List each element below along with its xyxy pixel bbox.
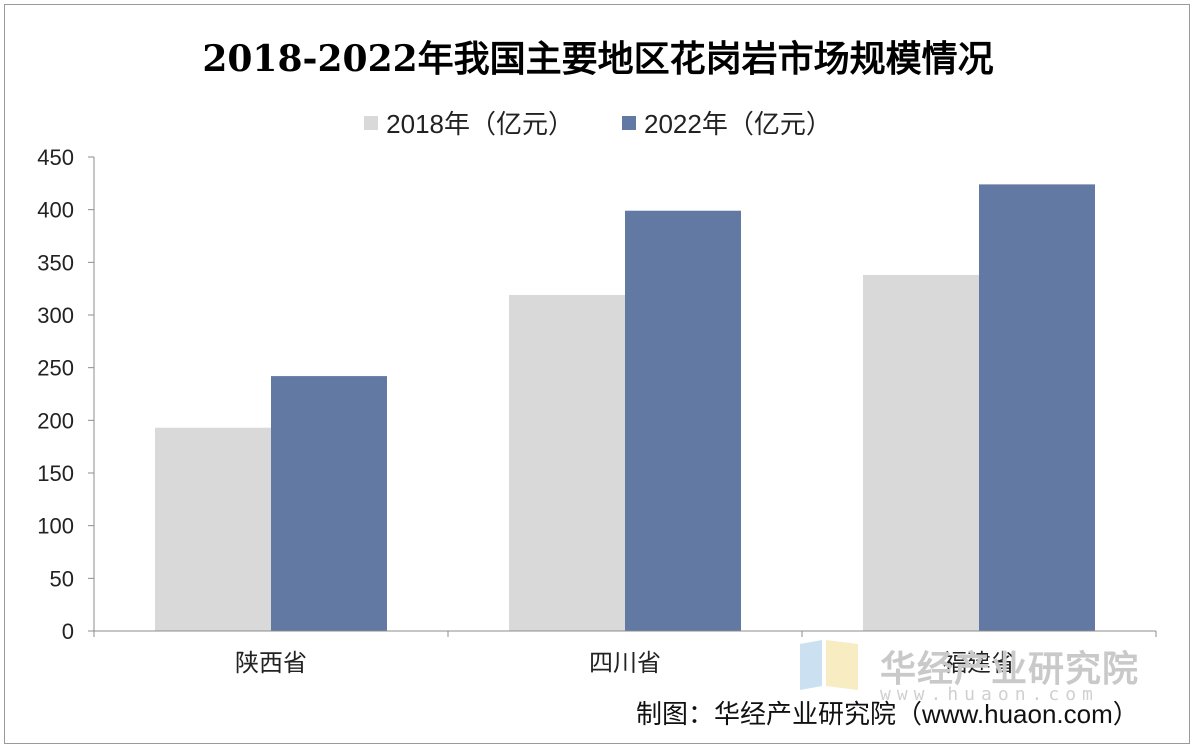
y-tick-label: 200 <box>37 408 74 433</box>
watermark-logo <box>800 640 860 690</box>
legend-item-2018: 2018年（亿元） <box>364 104 574 141</box>
y-axis: 0 50 100 150 200 250 300 350 400 450 <box>37 145 95 644</box>
y-tick-label: 150 <box>37 461 74 486</box>
bars <box>155 184 1095 632</box>
bar-2022-1 <box>625 210 741 631</box>
legend-label-2022: 2022年（亿元） <box>644 109 832 139</box>
y-tick-label: 50 <box>50 566 74 591</box>
watermark-text: 华经产业研究院 <box>880 649 1140 690</box>
source-note: 制图：华经产业研究院（www.huaon.com） <box>636 699 1139 729</box>
x-axis: 陕西省 四川省 福建省 <box>93 630 1157 677</box>
bar-2022-2 <box>979 184 1095 632</box>
y-tick-label: 450 <box>37 145 74 170</box>
chart-title: 2018-2022年我国主要地区花岗岩市场规模情况 <box>202 38 994 80</box>
y-tick-label: 300 <box>37 303 74 328</box>
x-category-label: 陕西省 <box>235 650 307 677</box>
legend-item-2022: 2022年（亿元） <box>622 104 832 141</box>
y-tick-label: 0 <box>62 619 74 644</box>
bar-2018-0 <box>155 427 271 631</box>
bar-2018-1 <box>509 294 625 631</box>
x-category-label: 四川省 <box>589 650 661 677</box>
y-tick-label: 400 <box>37 198 74 223</box>
watermark-url: www.huaon.com <box>880 684 1099 705</box>
y-tick-label: 350 <box>37 250 74 275</box>
y-tick-label: 100 <box>37 514 74 539</box>
bar-2022-0 <box>271 376 387 631</box>
x-category-label: 福建省 <box>943 650 1015 677</box>
bar-2018-2 <box>863 274 979 631</box>
y-tick-label: 250 <box>37 356 74 381</box>
legend-label-2018: 2018年（亿元） <box>386 109 574 139</box>
chart-legend: 2018年（亿元） 2022年（亿元） <box>0 104 1196 141</box>
legend-swatch-2018 <box>364 115 379 130</box>
legend-swatch-2022 <box>622 115 636 130</box>
